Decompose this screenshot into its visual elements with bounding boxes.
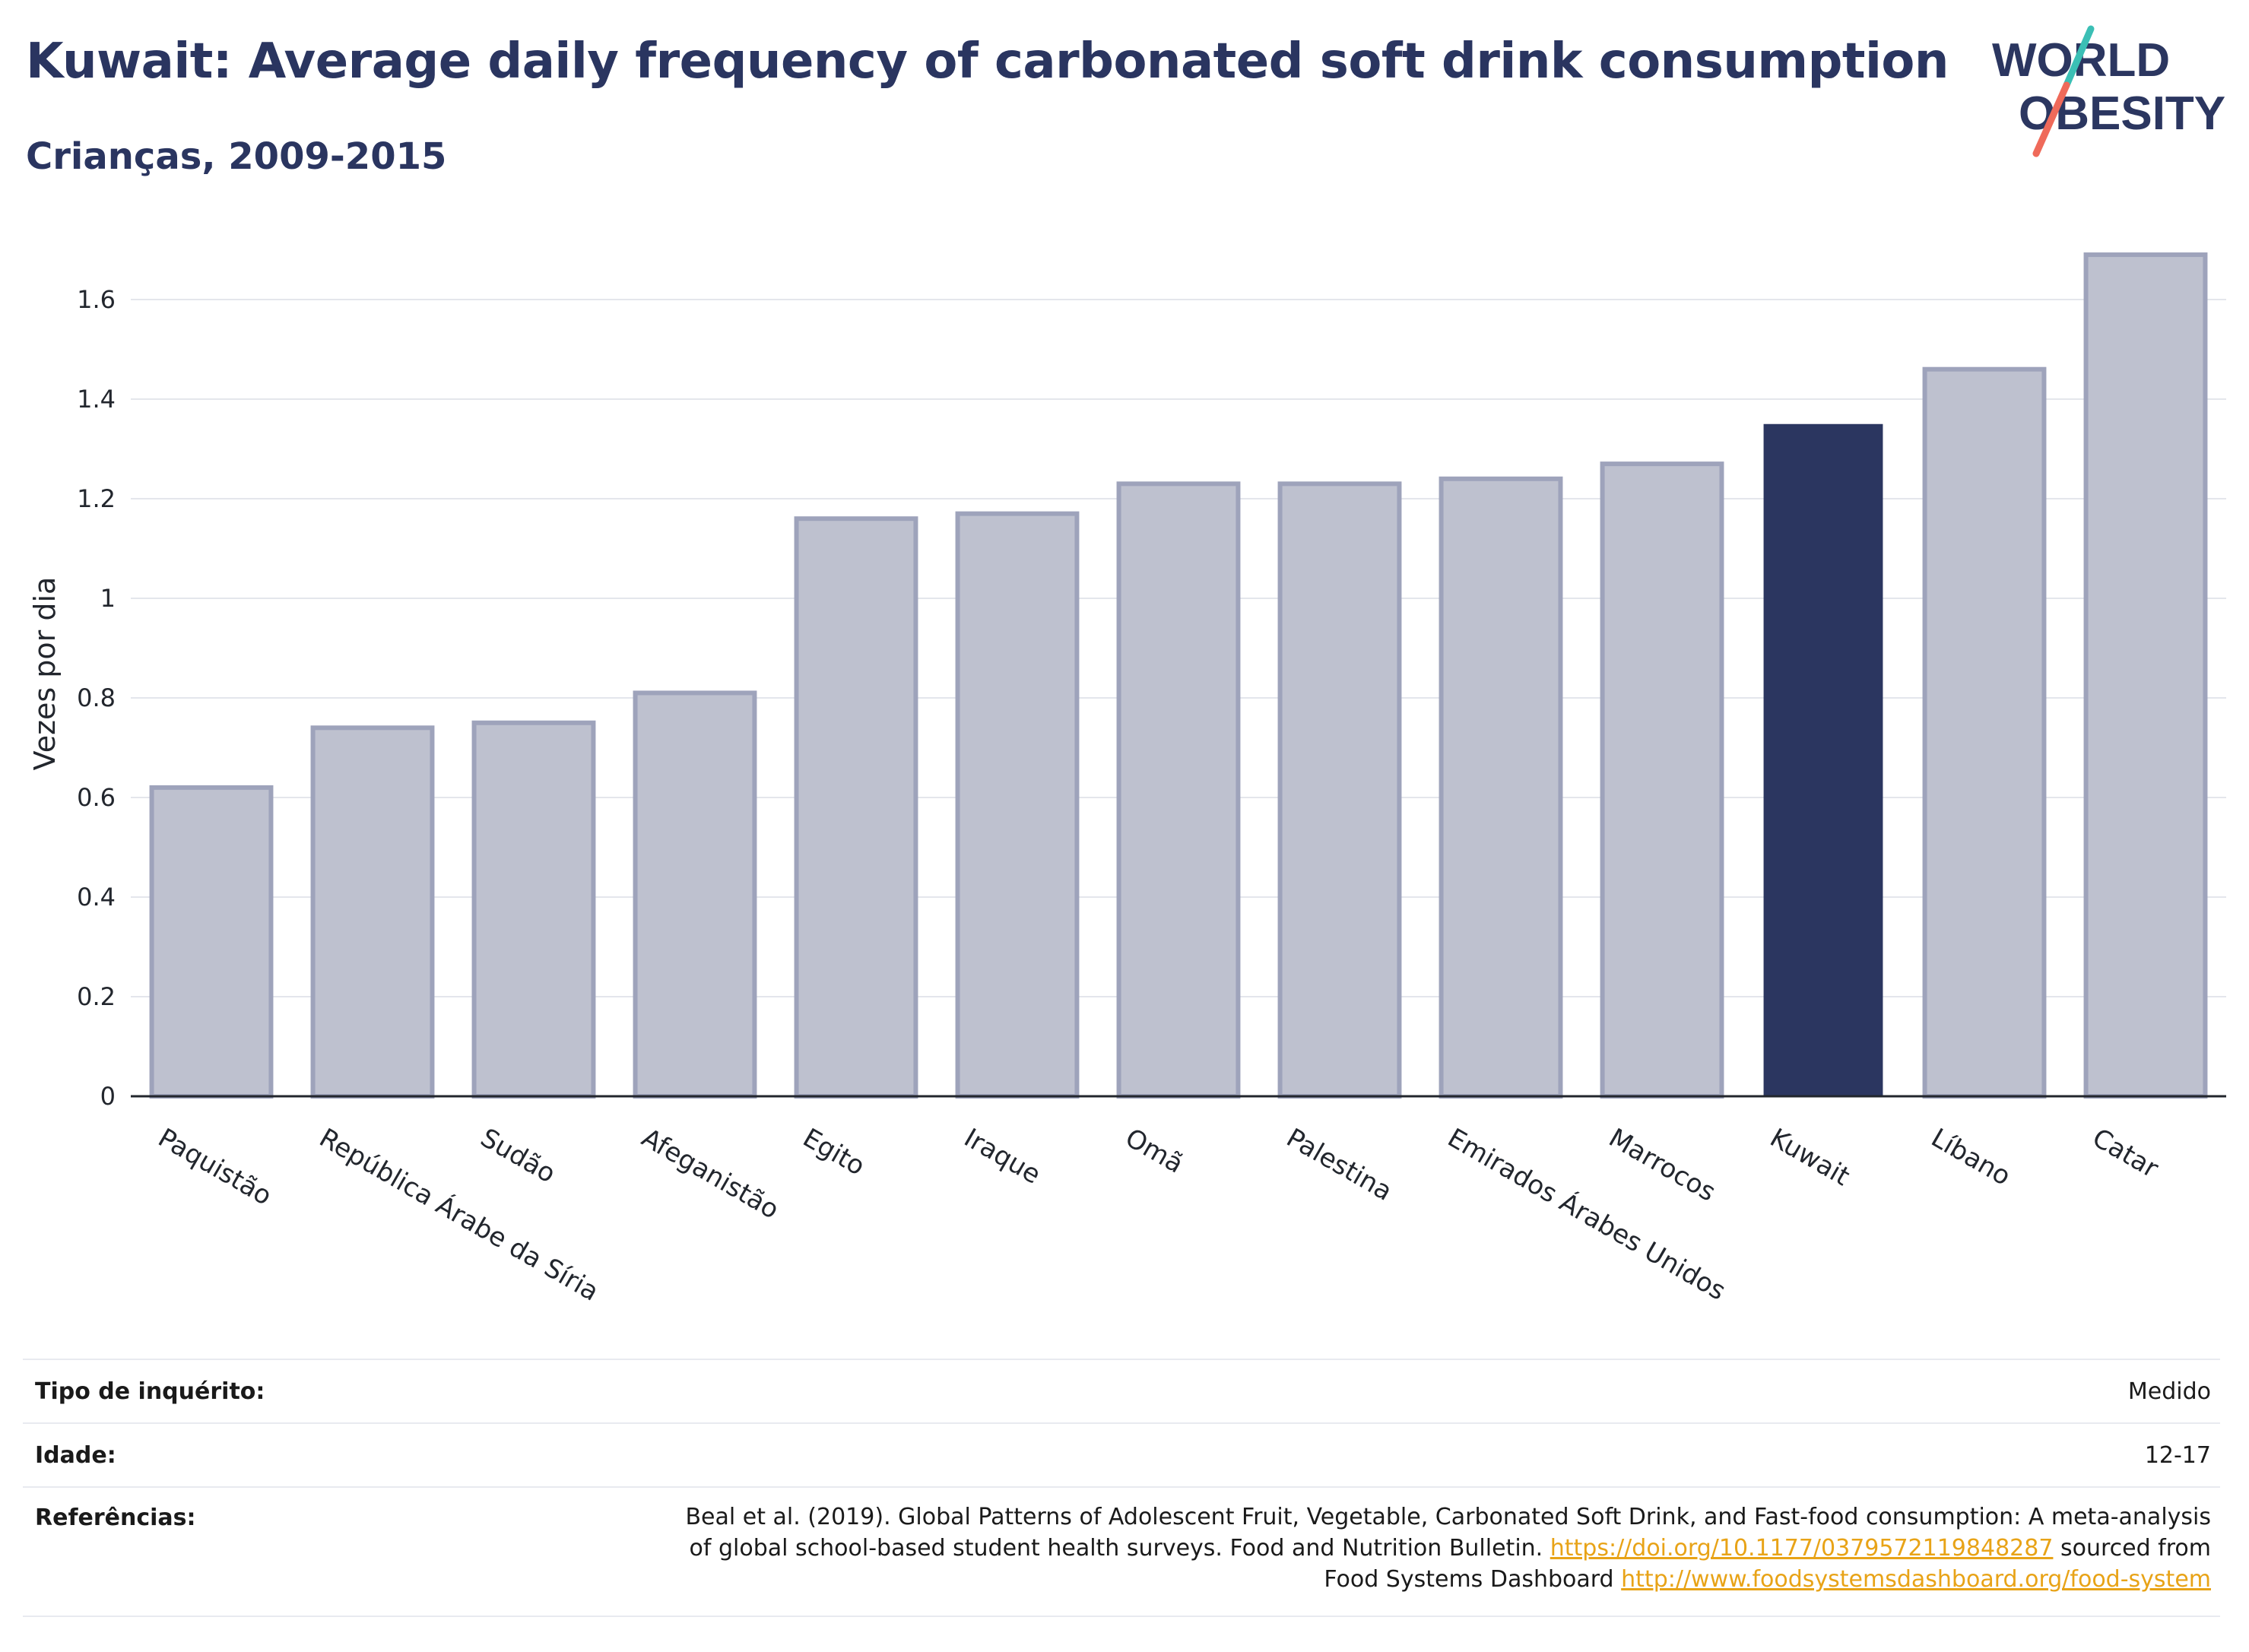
y-tick-label: 1.2	[77, 484, 116, 513]
y-tick-label: 0.4	[77, 883, 116, 912]
doi-link[interactable]: https://doi.org/10.1177/0379572119848287	[1550, 1535, 2054, 1562]
x-tick-label: Líbano	[1926, 1123, 2016, 1192]
chart-subtitle: Crianças, 2009-2015	[26, 135, 447, 178]
x-tick-label: Egito	[798, 1123, 870, 1182]
survey-type-value: Medido	[2127, 1378, 2211, 1405]
y-axis-title: Vezes por dia	[28, 577, 62, 771]
x-tick-label: República Árabe da Síria	[314, 1122, 604, 1308]
bar[interactable]	[1116, 481, 1241, 1099]
bar[interactable]	[1922, 366, 2047, 1099]
age-value: 12-17	[2144, 1442, 2211, 1469]
references-text: Beal et al. (2019). Global Patterns of A…	[592, 1501, 2211, 1595]
chart-footer: Tipo de inquérito: Medido Idade: 12-17 R…	[23, 1359, 2220, 1617]
bar[interactable]	[1600, 461, 1724, 1099]
age-label: Idade:	[35, 1442, 116, 1469]
x-tick-label: Iraque	[959, 1123, 1045, 1191]
bar[interactable]	[1277, 481, 1402, 1099]
y-tick-label: 0.6	[77, 783, 116, 812]
y-tick-label: 1	[100, 584, 116, 613]
x-tick-label: Kuwait	[1765, 1123, 1854, 1192]
bar[interactable]	[955, 511, 1080, 1099]
y-tick-label: 0.8	[77, 683, 116, 712]
bar[interactable]	[149, 785, 274, 1099]
bar[interactable]	[471, 720, 596, 1099]
survey-type-label: Tipo de inquérito:	[35, 1378, 265, 1405]
world-obesity-logo: WORLD OBESITY	[1992, 25, 2225, 157]
y-tick-label: 1.4	[77, 385, 116, 414]
x-tick-label: Paquistão	[153, 1123, 277, 1212]
logo-word-world: WORLD	[1992, 34, 2170, 87]
age-row: Idade: 12-17	[23, 1422, 2220, 1486]
logo-slash-teal	[2063, 25, 2095, 89]
references-line-3-prefix: Food Systems Dashboard	[1324, 1566, 1614, 1593]
bar[interactable]	[2083, 252, 2208, 1099]
y-tick-label: 1.6	[77, 285, 116, 314]
references-row: Referências: Beal et al. (2019). Global …	[23, 1486, 2220, 1617]
bar-chart: 0 0.2 0.4 0.6 0.8 1 1.2 1.4 1.6 Paquistão Repúblic…	[28, 252, 2226, 1308]
x-tick-label: Emirados Árabes Unidos	[1442, 1122, 1731, 1307]
references-line-3: Food Systems Dashboard http://www.foodsy…	[592, 1564, 2211, 1595]
bar[interactable]	[1439, 476, 1563, 1099]
x-tick-label: Sudão	[475, 1123, 560, 1190]
references-line-2-suffix: sourced from	[2060, 1535, 2211, 1562]
references-line-2: of global school-based student health su…	[592, 1533, 2211, 1564]
x-tick-label: Afeganistão	[636, 1123, 784, 1226]
food-systems-dashboard-link[interactable]: http://www.foodsystemsdashboard.org/food…	[1621, 1566, 2211, 1593]
bar-highlight[interactable]	[1763, 423, 1883, 1096]
x-tick-label: Palestina	[1281, 1123, 1397, 1207]
chart-title: Kuwait: Average daily frequency of carbo…	[26, 33, 1949, 90]
x-tick-label: Catar	[2087, 1123, 2163, 1184]
y-tick-label: 0	[100, 1082, 116, 1111]
bar[interactable]	[310, 725, 435, 1099]
references-line-2-prefix: of global school-based student health su…	[689, 1535, 1543, 1562]
survey-type-row: Tipo de inquérito: Medido	[23, 1359, 2220, 1422]
x-tick-label: Omã	[1120, 1123, 1188, 1180]
x-tick-label: Marrocos	[1603, 1123, 1721, 1208]
references-label: Referências:	[35, 1505, 196, 1531]
logo-slash-coral	[2032, 81, 2070, 157]
y-tick-label: 0.2	[77, 982, 116, 1011]
references-line-1: Beal et al. (2019). Global Patterns of A…	[685, 1504, 2211, 1530]
bar[interactable]	[633, 690, 757, 1099]
bar[interactable]	[794, 516, 918, 1099]
